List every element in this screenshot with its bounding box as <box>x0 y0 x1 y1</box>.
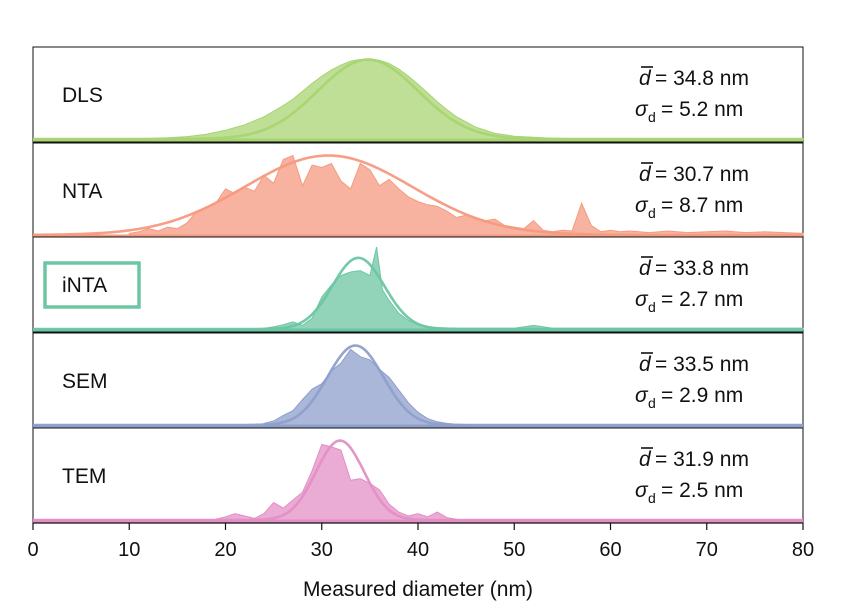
x-tick-label: 70 <box>696 539 718 561</box>
sd-subscript: d <box>648 490 656 506</box>
sd-value: = 2.7 nm <box>661 288 743 311</box>
fit-curve <box>33 58 803 141</box>
panel-label: SEM <box>62 370 108 393</box>
x-tick-label: 30 <box>311 539 333 561</box>
panel-label: DLS <box>62 84 103 107</box>
x-axis: 0 10 20 30 40 50 60 70 80 <box>27 522 814 561</box>
sd-annotation: σ d = 5.2 nm <box>635 98 743 125</box>
histogram-area <box>128 154 804 236</box>
sd-value: = 5.2 nm <box>661 98 743 121</box>
sd-symbol: σ <box>635 479 649 502</box>
mean-value: = 34.8 nm <box>655 67 749 90</box>
sd-annotation: σ d = 2.9 nm <box>635 384 743 411</box>
mean-symbol: d <box>639 257 652 280</box>
sd-annotation: σ d = 2.5 nm <box>635 479 743 506</box>
fit-curve <box>33 256 803 331</box>
x-tick-label: 20 <box>214 539 236 561</box>
sd-subscript: d <box>648 299 656 315</box>
histogram-area <box>215 443 457 521</box>
fit-curve <box>33 154 803 237</box>
x-tick-label: 0 <box>27 539 38 561</box>
panel-label: iNTA <box>62 274 107 297</box>
mean-symbol: d <box>639 448 652 471</box>
sd-annotation: σ d = 8.7 nm <box>635 194 743 221</box>
sd-subscript: d <box>648 395 656 411</box>
fit-curve <box>33 344 803 427</box>
sd-value: = 2.9 nm <box>661 384 743 407</box>
x-tick-label: 60 <box>599 539 621 561</box>
mean-symbol: d <box>639 163 652 186</box>
mean-value: = 31.9 nm <box>655 448 749 471</box>
mean-annotation: d = 33.5 nm <box>639 352 749 376</box>
sd-annotation: σ d = 2.7 nm <box>635 288 743 315</box>
mean-value: = 30.7 nm <box>655 163 749 186</box>
sd-symbol: σ <box>635 98 649 121</box>
x-axis-label: Measured diameter (nm) <box>303 578 533 601</box>
mean-value: = 33.8 nm <box>655 257 749 280</box>
panel-label: NTA <box>62 180 102 203</box>
mean-annotation: d = 31.9 nm <box>639 447 749 471</box>
x-tick-label: 50 <box>503 539 525 561</box>
mean-annotation: d = 30.7 nm <box>639 162 749 186</box>
sd-symbol: σ <box>635 194 649 217</box>
panel-label: TEM <box>62 465 106 488</box>
sd-symbol: σ <box>635 384 649 407</box>
panel-frame <box>32 236 804 333</box>
sd-subscript: d <box>648 205 656 221</box>
sd-value: = 8.7 nm <box>661 194 743 217</box>
mean-annotation: d = 33.8 nm <box>639 256 749 280</box>
mean-annotation: d = 34.8 nm <box>639 66 749 90</box>
mean-symbol: d <box>639 67 652 90</box>
mean-symbol: d <box>639 353 652 376</box>
x-tick-label: 80 <box>792 539 814 561</box>
sd-value: = 2.5 nm <box>661 479 743 502</box>
x-tick-label: 10 <box>118 539 140 561</box>
fit-curve <box>33 439 803 522</box>
panel-frame <box>32 427 804 524</box>
x-tick-label: 40 <box>407 539 429 561</box>
sd-symbol: σ <box>635 288 649 311</box>
sd-subscript: d <box>648 109 656 125</box>
mean-value: = 33.5 nm <box>655 353 749 376</box>
label-highlight-box <box>43 261 141 309</box>
